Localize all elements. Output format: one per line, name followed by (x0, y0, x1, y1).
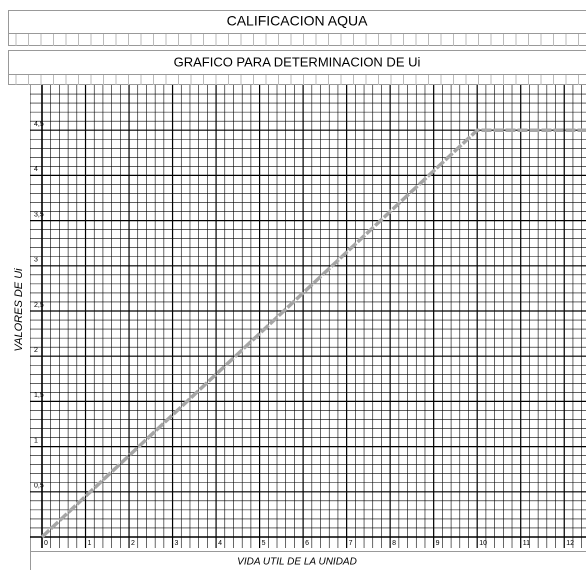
x-tick-label: 0 (44, 540, 48, 547)
data-line (42, 130, 586, 537)
x-tick-label: 7 (349, 540, 353, 547)
x-tick-label: 2 (131, 540, 135, 547)
y-tick-label: 1 (34, 437, 38, 444)
x-tick-label: 5 (262, 540, 266, 547)
y-tick-label: 4 (34, 166, 38, 173)
x-tick-label: 3 (175, 540, 179, 547)
x-axis-label: VIDA UTIL DE LA UNIDAD (237, 557, 357, 568)
spacer-row (9, 75, 586, 85)
x-tick-label: 10 (479, 540, 487, 547)
x-tick-label: 8 (392, 540, 396, 547)
x-tick-label: 6 (305, 540, 309, 547)
x-tick-label: 9 (436, 540, 440, 547)
y-axis-label: VALORES DE Ui (13, 268, 25, 352)
chart-subtitle: GRAFICO PARA DETERMINACION DE Ui (174, 54, 421, 69)
y-tick-label: 3 (34, 257, 38, 264)
x-tick-label: 1 (88, 540, 92, 547)
x-tick-label: 4 (218, 540, 222, 547)
spacer-row (9, 34, 586, 46)
chart-title: CALIFICACION AQUA (227, 13, 368, 29)
minor-grid (30, 85, 586, 548)
x-tick-label: 11 (523, 540, 530, 547)
y-tick-label: 2 (34, 347, 38, 354)
x-tick-label: 12 (566, 540, 574, 547)
